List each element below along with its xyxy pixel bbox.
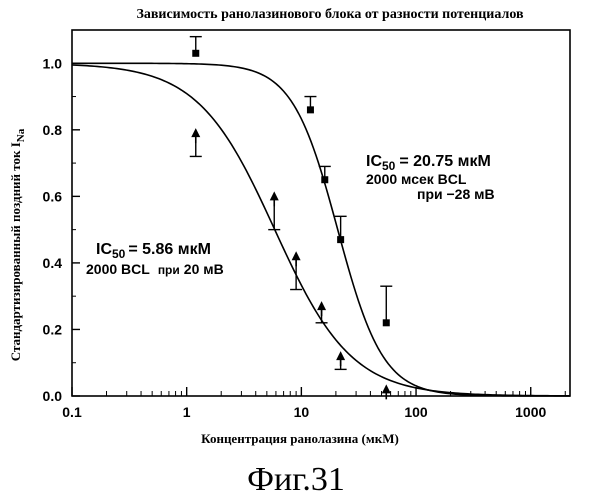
annotation-ic50-20-line3: при −28 мВ: [417, 186, 495, 202]
annotation-ic50-5: IC50= 5.86 мкМ 2000 BCL при 20 мВ: [86, 241, 224, 277]
annotation-ic: IC: [96, 241, 112, 258]
y-axis-label-text: Стандартизированный поздний ток I: [8, 142, 23, 361]
fit-curve-ic50-20.75: [72, 63, 570, 396]
annotation-pri: при: [158, 263, 180, 277]
y-tick-label: 0.6: [43, 188, 63, 204]
data-point-square: [192, 50, 199, 57]
annotation-mv: 20 мВ: [184, 261, 224, 277]
data-point-square: [321, 176, 328, 183]
x-tick-label: 0.1: [62, 404, 82, 420]
x-axis: 0.1 1 10 100 1000: [62, 387, 565, 420]
data-point-triangle: [336, 351, 345, 360]
chart-title: Зависимость ранолазинового блока от разн…: [136, 7, 524, 22]
data-point-triangle: [191, 128, 200, 137]
data-point-triangle: [270, 191, 279, 200]
annotation-sub: 50: [112, 247, 126, 261]
annotation-ic50-5-line2: 2000 BCL при 20 мВ: [86, 261, 224, 277]
annotation-ic50-20-line1: IC50= 20.75 мкМ: [366, 153, 491, 173]
y-axis-label: Стандартизированный поздний ток INa: [8, 128, 27, 361]
y-tick-label: 0.4: [43, 255, 63, 271]
annotation-bcl: 2000 BCL: [86, 261, 150, 277]
fit-curve-ic50-5.86: [72, 65, 570, 396]
data-point-triangle: [382, 384, 391, 393]
annotation-value: = 20.75 мкМ: [399, 153, 490, 170]
figure-caption: Фиг.31: [247, 461, 345, 498]
x-tick-label: 1: [183, 404, 191, 420]
data-point-triangle: [317, 301, 326, 310]
data-point-square: [383, 319, 390, 326]
x-tick-label: 100: [404, 404, 428, 420]
x-tick-label: 10: [294, 404, 310, 420]
annotation-ic: IC: [366, 153, 382, 170]
data-point-square: [307, 106, 314, 113]
x-axis-label: Концентрация ранолазина (мкМ): [201, 431, 399, 446]
x-tick-label: 1000: [515, 404, 546, 420]
y-tick-label: 0.8: [43, 122, 63, 138]
y-tick-label: 0.0: [43, 388, 63, 404]
annotation-ic50-20-line2: 2000 мсек BCL: [366, 171, 467, 187]
y-tick-label: 1.0: [43, 55, 63, 71]
data-point-square: [337, 236, 344, 243]
y-axis-label-sub: Na: [15, 128, 27, 142]
annotation-value: = 5.86 мкМ: [128, 241, 211, 258]
plot-frame: [72, 30, 570, 396]
data-points: [190, 37, 393, 400]
annotation-ic50-5-line1: IC50= 5.86 мкМ: [96, 241, 211, 261]
annotation-ic50-20: IC50= 20.75 мкМ 2000 мсек BCL при −28 мВ: [366, 153, 495, 202]
data-point-triangle: [292, 251, 301, 260]
y-tick-label: 0.2: [43, 321, 63, 337]
y-axis: 0.0 0.2 0.4 0.6 0.8 1.0: [43, 30, 80, 404]
